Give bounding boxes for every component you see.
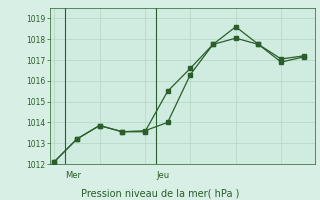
- Text: Jeu: Jeu: [156, 171, 169, 180]
- Text: Pression niveau de la mer( hPa ): Pression niveau de la mer( hPa ): [81, 188, 239, 198]
- Text: Mer: Mer: [66, 171, 82, 180]
